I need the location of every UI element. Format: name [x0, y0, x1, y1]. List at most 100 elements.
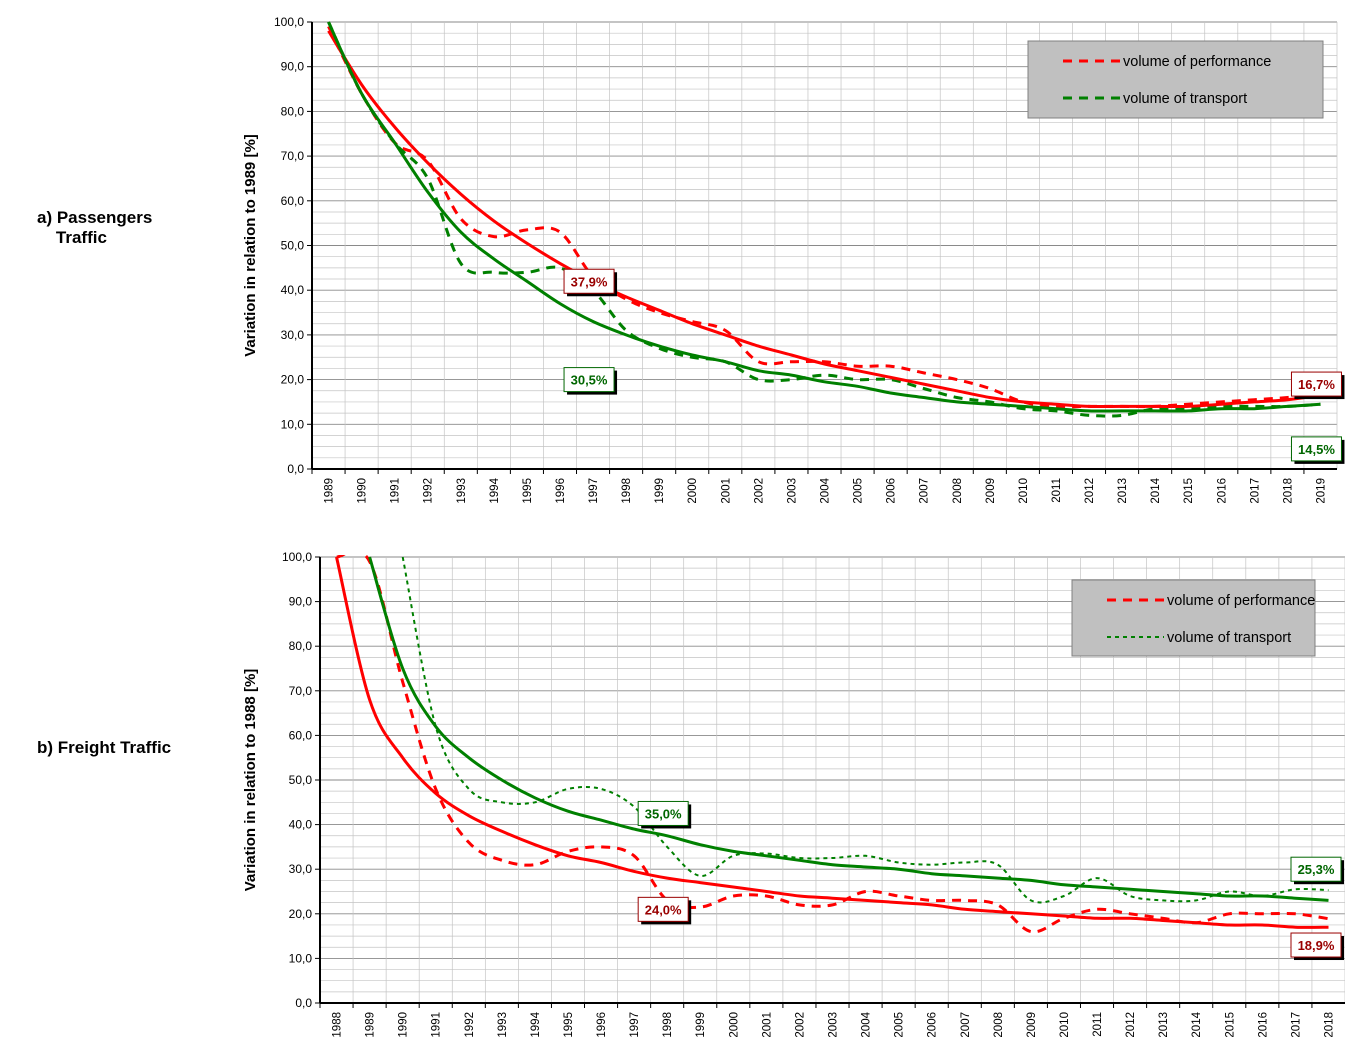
x-tick-label: 2018	[1323, 1012, 1335, 1038]
y-tick-label: 0,0	[287, 462, 304, 476]
y-tick-label: 70,0	[281, 149, 305, 163]
chart-2: 0,0 10,0 20,0 30,0 40,0 50,0 60,0 70,0 80,0 90,0 1…	[242, 550, 1345, 1038]
x-tick-label: 2013	[1158, 1012, 1170, 1038]
series-line-volume-of-transport	[327, 21, 1321, 418]
y-tick-label: 100,0	[282, 550, 312, 564]
annotation-text: 37,9%	[571, 274, 608, 289]
series-group	[335, 555, 1329, 934]
annotation-box	[1290, 371, 1342, 397]
x-tick-label: 1999	[654, 478, 666, 504]
y-tick-label: 0,0	[295, 996, 312, 1010]
annotation-label: 14,5%	[1290, 436, 1345, 464]
x-tick-label: 2010	[1018, 478, 1030, 504]
x-tick-label: 2000	[687, 478, 699, 504]
x-tick-label: 1988	[332, 1012, 344, 1038]
annotation-box	[637, 896, 689, 922]
x-tick-label: 2011	[1092, 1012, 1104, 1037]
annotation-text: 16,7%	[1298, 377, 1335, 392]
x-tick-label: 2014	[1150, 477, 1162, 503]
annotation-box	[637, 800, 689, 826]
x-tick-label: 1998	[621, 478, 633, 504]
annotation-box	[1290, 436, 1342, 462]
annotation-text: 25,3%	[1298, 862, 1335, 877]
annotation-label: 25,3%	[1290, 856, 1344, 885]
annotation-box	[1290, 932, 1342, 958]
x-tick-label: 2004	[861, 1011, 873, 1037]
side-label-passengers: a) Passengers Traffic	[37, 208, 153, 247]
x-tick-label: 2013	[1117, 478, 1129, 504]
x-tick-label: 2003	[786, 478, 798, 504]
x-tick-label: 2016	[1216, 478, 1228, 504]
x-tick-label: 2015	[1224, 1012, 1236, 1038]
annotation-label: 24,0%	[637, 896, 692, 925]
y-tick-label: 100,0	[274, 15, 304, 29]
x-tick-label: 2018	[1282, 478, 1294, 504]
y-axis-label: Variation in relation to 1989 [%]	[242, 134, 259, 357]
y-tick-label: 90,0	[281, 60, 305, 74]
x-tick-label: 2019	[1315, 478, 1327, 504]
x-tick-label: 2016	[1257, 1012, 1269, 1038]
x-tick-label: 2007	[960, 1012, 972, 1038]
series-line-volume-of-performance	[336, 555, 1329, 934]
annotation-text: 30,5%	[571, 373, 608, 388]
legend-box	[1071, 579, 1316, 657]
x-tick-label: 2006	[886, 478, 898, 504]
series-line-red-trend	[335, 556, 1329, 929]
x-tick-label: 1990	[357, 478, 369, 504]
annotation-text: 35,0%	[645, 806, 682, 821]
x-tick-label: 2007	[919, 478, 931, 504]
y-tick-label: 90,0	[289, 595, 313, 609]
legend-label: volume of transport	[1167, 630, 1291, 646]
x-tick-label: 1997	[629, 1012, 641, 1038]
annotation-text: 18,9%	[1298, 938, 1335, 953]
annotation-label: 37,9%	[563, 268, 618, 297]
annotation-box	[1290, 856, 1342, 882]
x-tick-label: 1995	[522, 478, 534, 504]
x-tick-label: 1990	[398, 1012, 410, 1038]
x-tick-label: 2009	[985, 478, 997, 504]
x-tick-label: 2011	[1051, 478, 1063, 503]
x-tick-label: 1998	[662, 1012, 674, 1038]
x-tick-label: 1994	[489, 477, 501, 503]
y-tick-label: 70,0	[289, 684, 313, 698]
x-tick-label: 1992	[464, 1012, 476, 1038]
x-tick-label: 2017	[1249, 478, 1261, 504]
y-tick-label: 50,0	[281, 239, 305, 253]
annotation-box	[563, 367, 615, 393]
series-line-volume-of-transport	[401, 556, 1329, 904]
annotation-text: 14,5%	[1298, 442, 1335, 457]
annotation-text: 24,0%	[645, 902, 682, 917]
x-tick-label: 2001	[720, 478, 732, 504]
y-tick-label: 20,0	[281, 373, 305, 387]
legend: volume of performance volume of transport	[1027, 40, 1324, 119]
x-tick-label: 2003	[828, 1012, 840, 1038]
x-tick-label: 2002	[753, 478, 765, 504]
x-tick-label: 1992	[423, 478, 435, 504]
y-tick-label: 30,0	[281, 328, 305, 342]
x-tick-label: 2004	[820, 477, 832, 503]
y-tick-label: 30,0	[289, 862, 313, 876]
x-tick-label: 2006	[927, 1012, 939, 1038]
series-line-green-trend	[368, 556, 1329, 902]
x-tick-label: 2005	[853, 478, 865, 504]
annotation-label: 35,0%	[637, 800, 692, 829]
x-tick-label: 1995	[563, 1012, 575, 1038]
annotation-label: 18,9%	[1290, 932, 1344, 961]
x-tick-label: 2014	[1191, 1011, 1203, 1037]
annotation-label: 16,7%	[1290, 371, 1345, 400]
annotation-label: 30,5%	[563, 367, 618, 395]
legend-label: volume of transport	[1123, 91, 1247, 107]
x-tick-label: 1997	[588, 478, 600, 504]
side-label-freight: b) Freight Traffic	[37, 738, 172, 757]
x-tick-label: 1993	[456, 478, 468, 504]
x-tick-label: 2009	[1026, 1012, 1038, 1038]
y-tick-label: 50,0	[289, 773, 313, 787]
chart-1: 0,0 10,0 20,0 30,0 40,0 50,0 60,0 70,0 80,0 90,0 1…	[242, 15, 1345, 504]
x-tick-label: 2010	[1059, 1012, 1071, 1038]
x-tick-label: 1991	[390, 478, 402, 504]
legend-box	[1027, 40, 1324, 119]
legend: volume of performance volume of transport	[1071, 579, 1316, 657]
x-tick-label: 2012	[1125, 1012, 1137, 1038]
y-tick-label: 80,0	[289, 639, 313, 653]
